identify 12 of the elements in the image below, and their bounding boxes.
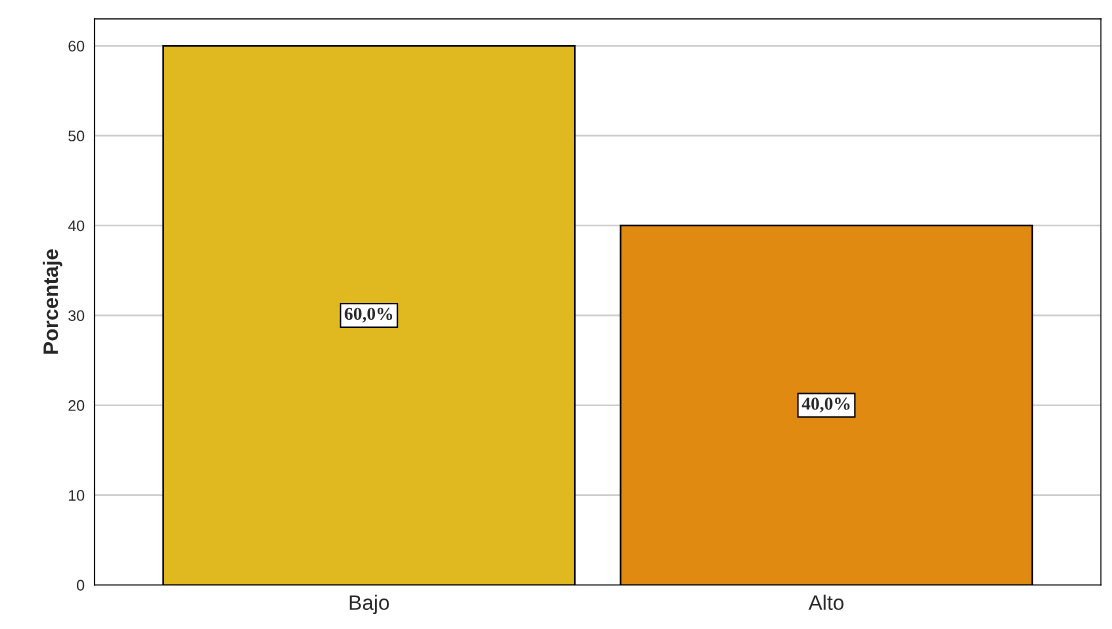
y-tick-label: 10: [68, 489, 85, 501]
y-tick-label: 20: [68, 400, 85, 411]
x-tick-label: Alto: [808, 594, 844, 610]
y-axis-title: Porcentaje: [42, 249, 63, 354]
data-label: 40,0%: [801, 397, 850, 413]
y-tick-label: 60: [68, 40, 85, 52]
y-tick-label: 0: [76, 579, 85, 591]
data-label: 60,0%: [344, 307, 393, 323]
y-tick-label: 40: [68, 220, 85, 232]
x-tick-label: Bajo: [349, 594, 389, 615]
y-tick-label: 50: [68, 130, 85, 142]
y-tick-label: 30: [68, 310, 85, 322]
